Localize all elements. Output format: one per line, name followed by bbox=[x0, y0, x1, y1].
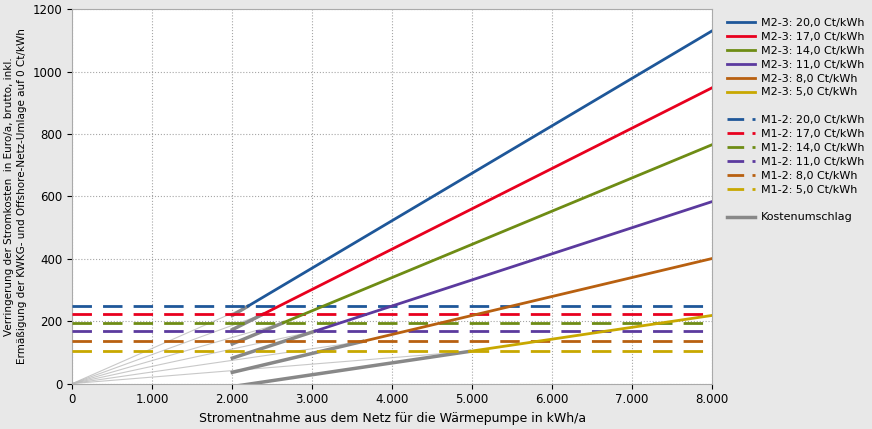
Y-axis label: Verringerung der Stromkosten  in Euro/a, brutto, inkl.
Ermäßigung der KWKG- und : Verringerung der Stromkosten in Euro/a, … bbox=[4, 28, 27, 364]
Legend: M2-3: 20,0 Ct/kWh, M2-3: 17,0 Ct/kWh, M2-3: 14,0 Ct/kWh, M2-3: 11,0 Ct/kWh, M2-3: M2-3: 20,0 Ct/kWh, M2-3: 17,0 Ct/kWh, M2… bbox=[724, 15, 868, 226]
X-axis label: Stromentnahme aus dem Netz für die Wärmepumpe in kWh/a: Stromentnahme aus dem Netz für die Wärme… bbox=[199, 412, 586, 425]
